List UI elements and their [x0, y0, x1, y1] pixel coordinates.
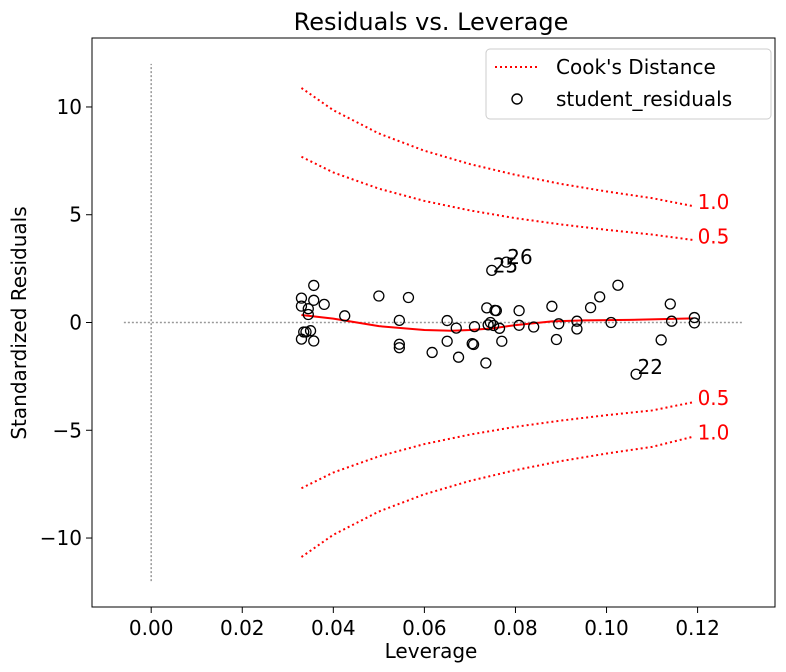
x-tick-label: 0.12 [675, 616, 720, 640]
cooks-distance-label: 1.0 [698, 420, 730, 444]
point-annotation: 22 [637, 355, 662, 379]
y-tick-label: 0 [69, 311, 82, 335]
x-axis-label: Leverage [385, 639, 478, 663]
y-tick-label: −5 [53, 418, 82, 442]
x-tick-label: 0.00 [129, 616, 174, 640]
legend-cooks-label: Cook's Distance [556, 55, 716, 79]
y-tick-label: 10 [57, 95, 82, 119]
cooks-distance-label: 0.5 [698, 386, 730, 410]
x-tick-label: 0.10 [584, 616, 629, 640]
x-tick-label: 0.08 [493, 616, 538, 640]
y-tick-label: −10 [40, 526, 82, 550]
y-tick-label: 5 [69, 203, 82, 227]
x-tick-label: 0.02 [220, 616, 265, 640]
chart-title: Residuals vs. Leverage [294, 8, 569, 36]
x-tick-label: 0.04 [311, 616, 356, 640]
y-axis-label: Standardized Residuals [7, 206, 31, 439]
legend: Cook's Distance student_residuals [486, 49, 771, 119]
x-tick-label: 0.06 [402, 616, 447, 640]
legend-points-label: student_residuals [556, 87, 732, 111]
cooks-distance-label: 0.5 [698, 224, 730, 248]
cooks-distance-label: 1.0 [698, 190, 730, 214]
point-annotation: 25 [493, 253, 518, 277]
